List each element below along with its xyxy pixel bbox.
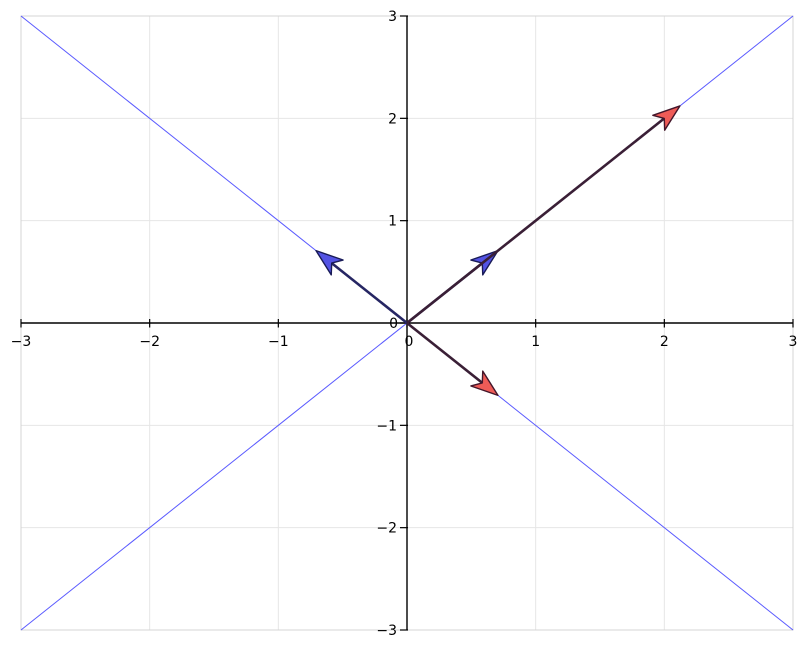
y-tick-label: −3 xyxy=(376,623,397,639)
y-tick-label: −1 xyxy=(376,418,397,434)
y-tick-label: 2 xyxy=(388,111,397,127)
x-tick-label: 3 xyxy=(789,334,798,350)
transformed-vector-v2-head xyxy=(470,370,499,397)
x-tick-label: −1 xyxy=(268,334,289,350)
y-tick-label-origin: 0 xyxy=(389,316,398,332)
y-tick-label: 1 xyxy=(388,214,397,230)
x-tick-label: −2 xyxy=(139,334,160,350)
transformed-vector-v1-head xyxy=(652,105,681,131)
y-tick-label: −2 xyxy=(376,521,397,537)
transformed-vector-v1-shaft xyxy=(406,117,666,325)
transformed-vector-v2-shaft xyxy=(406,321,484,384)
x-tick-label: −3 xyxy=(11,334,32,350)
eigenvector-v2-head xyxy=(315,249,344,276)
eigenvector-v2-shaft xyxy=(330,262,408,325)
y-tick-label: 3 xyxy=(388,9,397,25)
x-tick-label: 2 xyxy=(660,334,669,350)
x-tick-label: 0 xyxy=(405,334,414,350)
x-tick-label: 1 xyxy=(531,334,540,350)
